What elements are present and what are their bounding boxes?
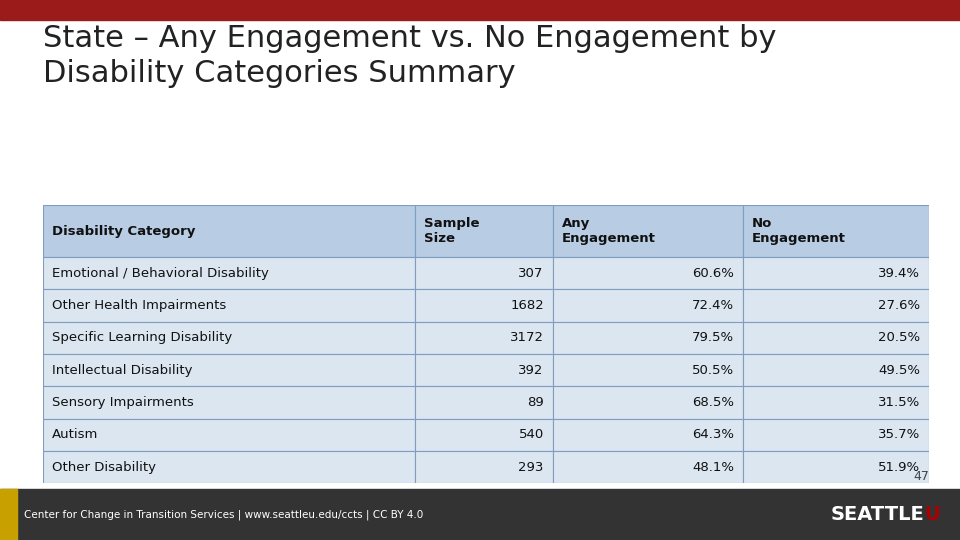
Bar: [743, 418, 929, 451]
Text: Disability Category: Disability Category: [52, 225, 196, 238]
Bar: [416, 386, 553, 418]
Text: 89: 89: [527, 396, 543, 409]
Text: Autism: Autism: [52, 428, 99, 441]
Text: 307: 307: [518, 267, 543, 280]
Text: 293: 293: [518, 461, 543, 474]
Bar: [743, 354, 929, 386]
Text: State – Any Engagement vs. No Engagement by
Disability Categories Summary: State – Any Engagement vs. No Engagement…: [43, 24, 777, 88]
Text: 64.3%: 64.3%: [692, 428, 734, 441]
Bar: [553, 289, 743, 322]
Text: 79.5%: 79.5%: [692, 331, 734, 345]
Bar: [743, 289, 929, 322]
Text: 48.1%: 48.1%: [692, 461, 734, 474]
Bar: [416, 418, 553, 451]
Bar: [43, 322, 416, 354]
Bar: [43, 257, 416, 289]
Text: Any
Engagement: Any Engagement: [562, 217, 656, 245]
Text: 27.6%: 27.6%: [878, 299, 921, 312]
Bar: [43, 354, 416, 386]
Bar: [553, 354, 743, 386]
Text: 49.5%: 49.5%: [878, 363, 921, 376]
Bar: [743, 257, 929, 289]
Text: 3172: 3172: [510, 331, 543, 345]
Text: Center for Change in Transition Services | www.seattleu.edu/ccts | CC BY 4.0: Center for Change in Transition Services…: [24, 509, 423, 519]
Bar: [743, 322, 929, 354]
Text: SEATTLE: SEATTLE: [830, 505, 924, 524]
Text: 72.4%: 72.4%: [692, 299, 734, 312]
Bar: [416, 322, 553, 354]
Bar: [43, 451, 416, 483]
Text: Sample
Size: Sample Size: [424, 217, 480, 245]
Bar: [416, 289, 553, 322]
Bar: [743, 386, 929, 418]
Bar: [553, 418, 743, 451]
Bar: [553, 386, 743, 418]
Bar: [416, 354, 553, 386]
Bar: [553, 451, 743, 483]
Text: Other Disability: Other Disability: [52, 461, 156, 474]
Bar: [416, 257, 553, 289]
Text: 60.6%: 60.6%: [692, 267, 734, 280]
Text: Sensory Impairments: Sensory Impairments: [52, 396, 194, 409]
Bar: [743, 205, 929, 257]
Text: 68.5%: 68.5%: [692, 396, 734, 409]
Text: 540: 540: [518, 428, 543, 441]
Bar: [43, 418, 416, 451]
Bar: [743, 451, 929, 483]
Text: Emotional / Behavioral Disability: Emotional / Behavioral Disability: [52, 267, 269, 280]
Text: Specific Learning Disability: Specific Learning Disability: [52, 331, 232, 345]
Text: 51.9%: 51.9%: [878, 461, 921, 474]
Text: 47: 47: [913, 470, 929, 483]
Bar: [553, 257, 743, 289]
Bar: [553, 322, 743, 354]
Text: 35.7%: 35.7%: [878, 428, 921, 441]
Text: 50.5%: 50.5%: [692, 363, 734, 376]
Text: 39.4%: 39.4%: [878, 267, 921, 280]
Text: Other Health Impairments: Other Health Impairments: [52, 299, 227, 312]
Bar: [416, 205, 553, 257]
Text: 20.5%: 20.5%: [878, 331, 921, 345]
Text: 392: 392: [518, 363, 543, 376]
Bar: [43, 289, 416, 322]
Text: U: U: [924, 505, 940, 524]
Bar: [43, 205, 416, 257]
Text: 1682: 1682: [510, 299, 543, 312]
Text: 31.5%: 31.5%: [878, 396, 921, 409]
Bar: [43, 386, 416, 418]
Bar: [553, 205, 743, 257]
Text: Intellectual Disability: Intellectual Disability: [52, 363, 193, 376]
Bar: [416, 451, 553, 483]
Text: No
Engagement: No Engagement: [752, 217, 846, 245]
